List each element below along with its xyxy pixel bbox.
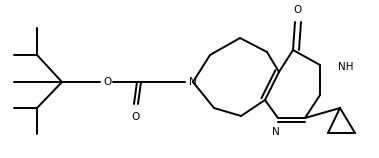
Text: O: O — [294, 5, 302, 15]
Text: O: O — [132, 112, 140, 122]
Text: NH: NH — [338, 62, 354, 72]
Text: N: N — [189, 77, 197, 87]
Text: O: O — [103, 77, 111, 87]
Text: N: N — [272, 127, 280, 137]
